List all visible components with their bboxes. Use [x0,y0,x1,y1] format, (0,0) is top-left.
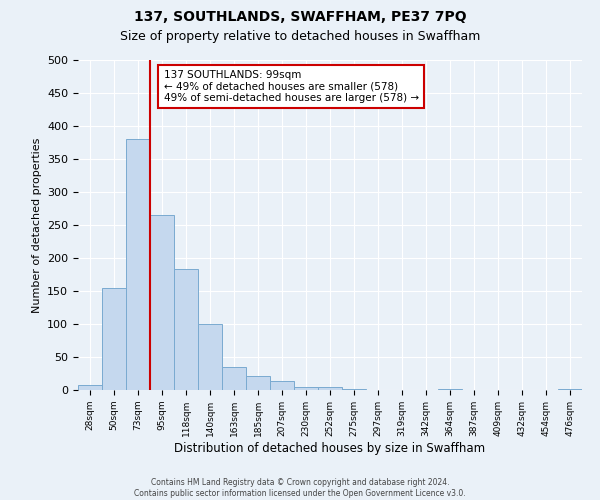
Text: 137, SOUTHLANDS, SWAFFHAM, PE37 7PQ: 137, SOUTHLANDS, SWAFFHAM, PE37 7PQ [134,10,466,24]
Text: Size of property relative to detached houses in Swaffham: Size of property relative to detached ho… [120,30,480,43]
Bar [270,382,294,390]
Y-axis label: Number of detached properties: Number of detached properties [32,138,41,312]
Bar [318,386,342,390]
Bar [438,388,462,390]
Bar [198,324,222,390]
Text: Contains HM Land Registry data © Crown copyright and database right 2024.
Contai: Contains HM Land Registry data © Crown c… [134,478,466,498]
Bar [222,367,246,390]
Bar [174,269,198,390]
Bar [294,386,318,390]
Bar [126,139,150,390]
Bar [102,288,126,390]
X-axis label: Distribution of detached houses by size in Swaffham: Distribution of detached houses by size … [175,442,485,454]
Bar [150,215,174,390]
Text: 137 SOUTHLANDS: 99sqm
← 49% of detached houses are smaller (578)
49% of semi-det: 137 SOUTHLANDS: 99sqm ← 49% of detached … [164,70,419,103]
Bar [246,376,270,390]
Bar [558,388,582,390]
Bar [78,386,102,390]
